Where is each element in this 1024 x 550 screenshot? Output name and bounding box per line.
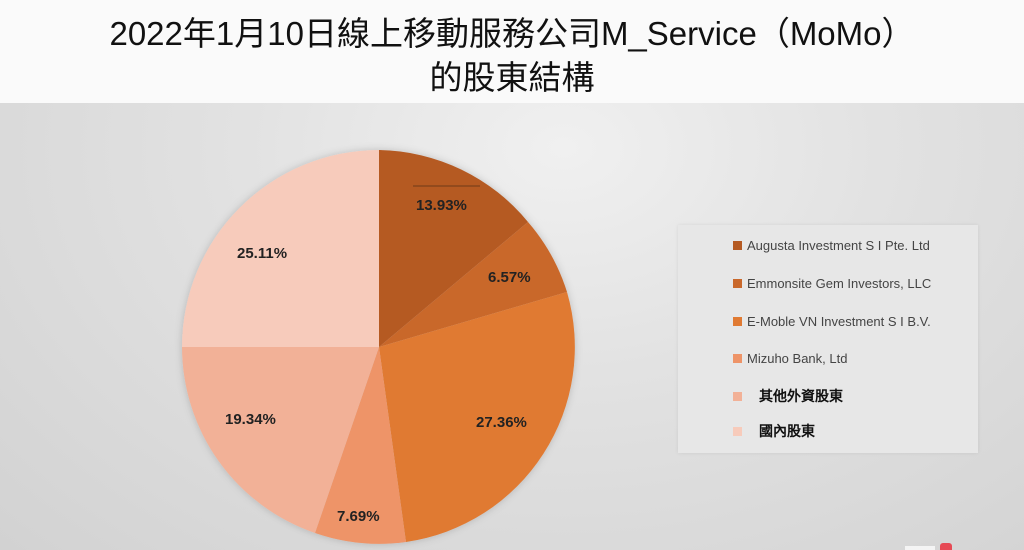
slice-mizuho[interactable]: [315, 347, 406, 544]
legend-item-mizuho: Mizuho Bank, Ltd: [733, 351, 847, 366]
legend: Augusta Investment S I Pte. Ltd Emmonsit…: [678, 225, 978, 453]
legend-label: Mizuho Bank, Ltd: [747, 351, 848, 366]
title-band: [0, 0, 1024, 103]
chart-title-line1: 2022年1月10日線上移動服務公司M_Service（MoMo）: [109, 15, 915, 52]
chart-title-line2: 的股東結構: [429, 59, 595, 96]
legend-item-emmonsite: Emmonsite Gem Investors, LLC: [733, 276, 931, 291]
corner-logo-mark: [940, 543, 952, 550]
legend-swatch: [733, 317, 742, 326]
legend-swatch: [733, 391, 742, 401]
label-mizuho: 7.69%: [337, 508, 380, 525]
slice-emoble[interactable]: [379, 292, 575, 542]
legend-label: Emmonsite Gem Investors, LLC: [747, 276, 932, 291]
slice-augusta[interactable]: [379, 150, 528, 347]
legend-swatch: [733, 241, 742, 250]
legend-label: 國內股東: [759, 423, 815, 439]
label-others: 19.34%: [225, 411, 276, 428]
slice-emmonsite[interactable]: [379, 222, 567, 347]
slice-domestic[interactable]: [182, 150, 379, 347]
legend-label: E-Moble VN Investment S I B.V.: [747, 314, 931, 329]
legend-swatch: [733, 279, 742, 288]
legend-label: Augusta Investment S I Pte. Ltd: [747, 238, 930, 253]
label-domestic: 25.11%: [237, 245, 288, 262]
legend-swatch: [733, 354, 742, 363]
corner-decoration: [905, 546, 935, 550]
legend-swatch: [733, 426, 742, 436]
label-emmonsite: 6.57%: [488, 269, 531, 286]
label-augusta: 13.93%: [416, 197, 467, 214]
label-emoble: 27.36%: [476, 414, 527, 431]
legend-item-augusta: Augusta Investment S I Pte. Ltd: [733, 238, 930, 253]
legend-item-domestic: 國內股東: [733, 421, 815, 441]
slice-others[interactable]: [182, 347, 379, 533]
legend-item-others: 其他外資股東: [733, 386, 843, 406]
legend-item-emoble: E-Moble VN Investment S I B.V.: [733, 314, 931, 329]
legend-label: 其他外資股東: [759, 388, 843, 404]
